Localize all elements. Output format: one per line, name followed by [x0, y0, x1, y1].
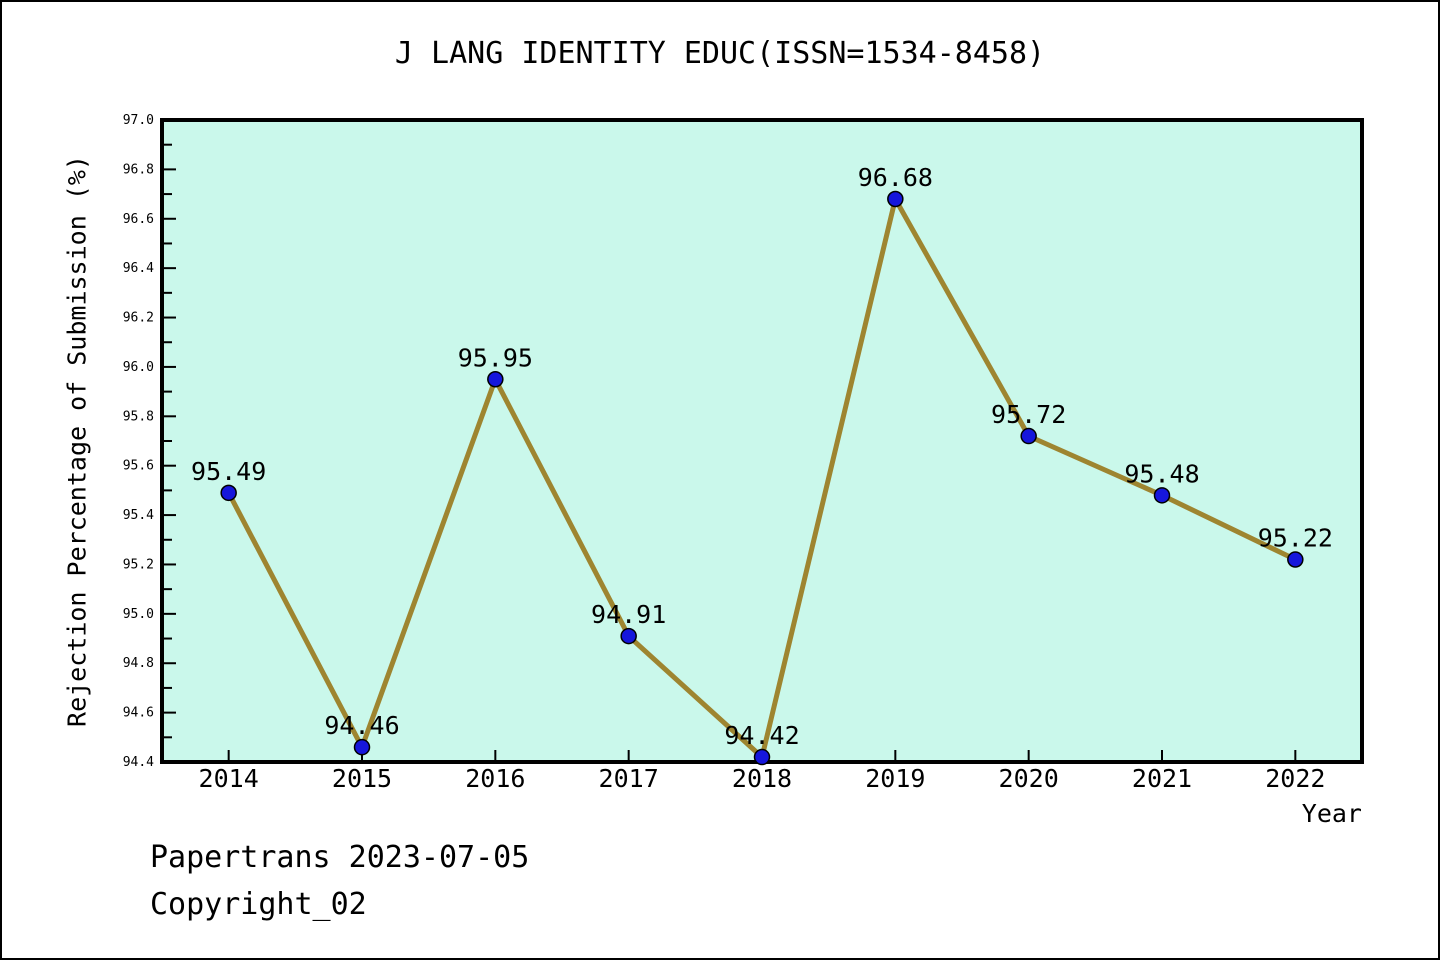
data-point-label: 94.91	[591, 600, 666, 629]
y-tick-label: 96.6	[123, 212, 154, 227]
plot-area	[162, 120, 1362, 762]
y-tick-label: 95.4	[123, 508, 154, 523]
x-tick-label: 2019	[865, 764, 925, 793]
data-point-2019	[887, 190, 904, 208]
data-point-label: 96.68	[858, 163, 933, 192]
y-tick-label: 95.2	[123, 557, 154, 572]
x-tick-label: 2014	[199, 764, 259, 793]
data-point-2022	[1287, 551, 1304, 568]
x-tick-label: 2016	[465, 764, 525, 793]
data-point-label: 95.72	[991, 400, 1066, 429]
y-tick-label: 94.8	[123, 656, 154, 671]
data-point-label: 95.49	[191, 457, 266, 486]
y-tick-label: 95.0	[123, 607, 154, 622]
y-tick-label: 96.4	[123, 261, 154, 276]
data-point-2017	[620, 627, 637, 645]
x-tick-label: 2015	[332, 764, 392, 793]
y-tick-label: 96.2	[123, 311, 154, 326]
x-tick-label: 2021	[1132, 764, 1192, 793]
y-tick-label: 94.6	[123, 706, 154, 721]
y-tick-label: 96.0	[123, 360, 154, 375]
data-point-label: 94.42	[724, 721, 799, 750]
chart-title: J LANG IDENTITY EDUC(ISSN=1534-8458)	[394, 36, 1046, 71]
data-point-label: 94.46	[324, 711, 399, 740]
data-point-2020	[1020, 427, 1037, 445]
y-tick-label: 97.0	[123, 113, 154, 128]
x-tick-label: 2017	[599, 764, 659, 793]
footer-source-date: Papertrans 2023-07-05	[150, 840, 530, 875]
x-axis-label: Year	[1301, 799, 1362, 828]
data-point-2018	[753, 748, 771, 766]
y-tick-label: 95.6	[123, 459, 154, 474]
data-point-2015	[353, 738, 371, 756]
data-point-label: 95.48	[1124, 459, 1199, 488]
data-point-label: 95.22	[1258, 524, 1333, 553]
data-point-2014	[220, 484, 237, 502]
data-point-2021	[1153, 487, 1171, 504]
y-tick-label: 96.8	[123, 162, 154, 177]
x-tick-label: 2018	[732, 764, 792, 793]
data-point-2016	[487, 371, 504, 388]
x-tick-label: 2022	[1265, 764, 1325, 793]
y-tick-label: 94.4	[123, 755, 154, 770]
x-tick-label: 2020	[999, 764, 1059, 793]
data-point-label: 95.95	[458, 343, 533, 372]
footer-copyright: Copyright_02	[150, 887, 367, 922]
y-tick-label: 95.8	[123, 409, 154, 424]
